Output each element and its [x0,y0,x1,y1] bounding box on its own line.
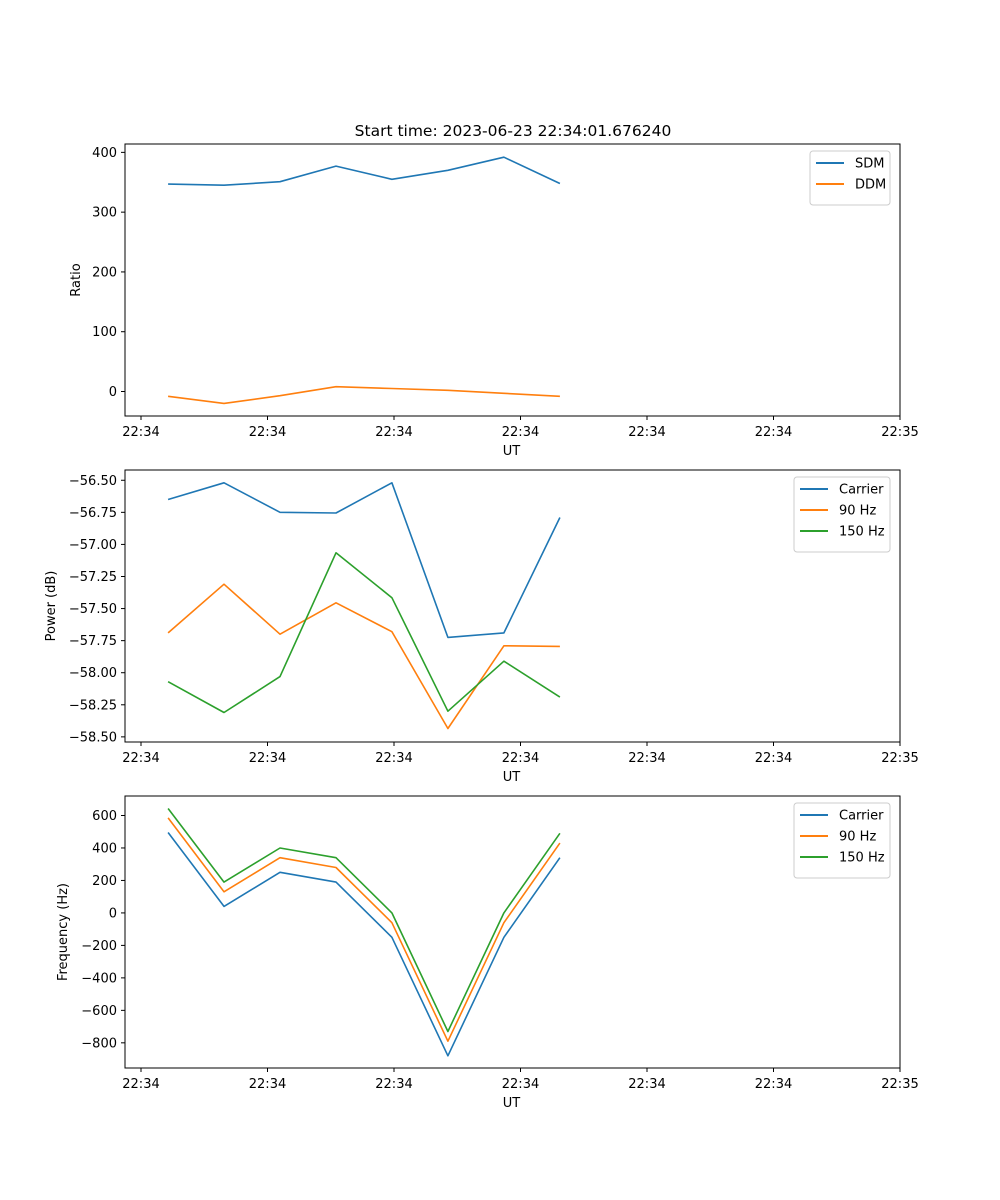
x-tick-label: 22:34 [755,751,792,766]
legend-label-1: 90 Hz [839,504,876,519]
y-tick-label: 400 [92,841,117,856]
y-axis-label: Power (dB) [44,571,59,642]
series-line-2 [167,808,561,1033]
frequency-panel: 22:34 22:34 22:34 22:34 22:34 22:34 22:35 −800 −… [56,795,919,1111]
x-tick-label: 22:34 [122,425,159,440]
x-axis-label: UT [503,770,521,785]
y-tick-label: −600 [81,1004,117,1019]
y-tick-label: −57.75 [69,634,117,649]
legend: Carrier 90 Hz 150 Hz [793,476,891,553]
legend-label-0: Carrier [839,809,884,824]
y-tick-label: −400 [81,971,117,986]
x-tick-label: 22:34 [375,751,412,766]
y-tick-label: 100 [92,325,117,340]
legend-label-1: 90 Hz [839,830,876,845]
series-line-0 [168,156,561,186]
y-tick-label: −57.00 [69,538,117,553]
legend-label-1: DDM [855,178,886,193]
y-axis-label: Ratio [69,263,84,296]
y-tick-label: −58.00 [69,666,117,681]
ratio-panel: 22:34 22:34 22:34 22:34 22:34 22:34 22:35 0 100 2… [69,143,919,459]
series-line-1 [167,817,561,1042]
power-panel: 22:34 22:34 22:34 22:34 22:34 22:34 22:35 −58.5… [44,469,919,785]
legend-label-2: 150 Hz [839,525,885,540]
y-tick-label: 200 [92,265,117,280]
x-tick-label: 22:34 [375,425,412,440]
legend-box [793,802,891,879]
x-tick-label: 22:34 [502,425,539,440]
y-axis-label: Frequency (Hz) [56,883,71,981]
y-tick-label: −56.50 [69,474,117,489]
axes-frame [124,795,901,1069]
chart-title: Start time: 2023-06-23 22:34:01.676240 [355,122,672,140]
x-tick-label: 22:34 [249,425,286,440]
x-tick-label: 22:35 [881,751,918,766]
legend-box [793,476,891,553]
y-tick-label: −200 [81,939,117,954]
series-line-0 [167,481,561,639]
x-tick-label: 22:34 [249,751,286,766]
legend: SDM DDM [809,150,891,206]
series-line-2 [167,551,561,714]
legend-box [809,150,891,206]
x-tick-label: 22:34 [122,1077,159,1092]
series-line-0 [167,832,561,1057]
x-tick-label: 22:35 [881,425,918,440]
x-tick-label: 22:34 [502,751,539,766]
x-tick-label: 22:34 [502,1077,539,1092]
x-tick-label: 22:34 [628,1077,665,1092]
series-line-1 [167,583,560,730]
x-tick-label: 22:34 [755,1077,792,1092]
x-tick-label: 22:34 [628,425,665,440]
y-tick-label: 200 [92,874,117,889]
y-tick-label: −58.50 [69,730,117,745]
x-tick-label: 22:34 [122,751,159,766]
series-line-1 [167,385,560,405]
y-tick-label: 300 [92,206,117,221]
y-tick-label: 400 [92,146,117,161]
y-tick-label: −56.75 [69,506,117,521]
legend-label-2: 150 Hz [839,851,885,866]
y-tick-label: 0 [109,385,117,400]
legend-label-0: Carrier [839,483,884,498]
x-tick-label: 22:34 [755,425,792,440]
y-tick-label: −57.50 [69,602,117,617]
x-axis-label: UT [503,444,521,459]
y-tick-label: −58.25 [69,698,117,713]
y-tick-label: −800 [81,1036,117,1051]
x-axis-label: UT [503,1096,521,1111]
y-tick-label: 0 [109,906,117,921]
y-tick-label: 600 [92,809,117,824]
legend: Carrier 90 Hz 150 Hz [793,802,891,879]
axes-frame [124,143,901,417]
axes-frame [124,469,901,743]
x-tick-label: 22:34 [375,1077,412,1092]
y-tick-label: −57.25 [69,570,117,585]
legend-label-0: SDM [855,157,884,172]
x-tick-label: 22:34 [249,1077,286,1092]
x-tick-label: 22:35 [881,1077,918,1092]
x-tick-label: 22:34 [628,751,665,766]
